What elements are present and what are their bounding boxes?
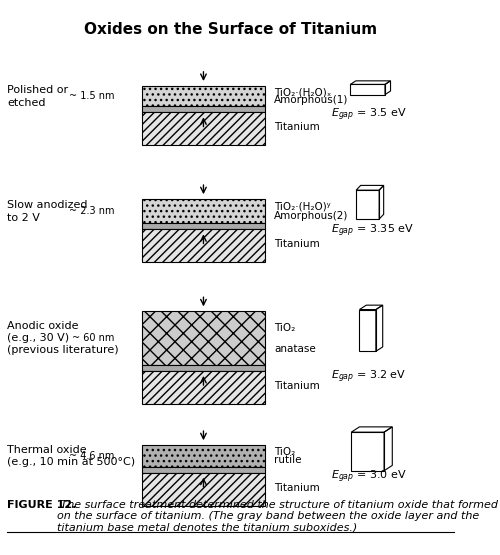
Text: $E_{gap}$ = 3.2 eV: $E_{gap}$ = 3.2 eV [331,369,406,385]
Text: TiO₂·(H₂O)ʸ: TiO₂·(H₂O)ʸ [274,201,331,211]
Text: FIGURE 12.: FIGURE 12. [8,500,76,509]
Text: TiO₂: TiO₂ [274,447,295,457]
Text: The surface treatment determined the structure of titanium oxide that formed on : The surface treatment determined the str… [56,500,498,533]
Text: Amorphous(2): Amorphous(2) [274,211,348,221]
Bar [142,365,265,371]
Text: Oxides on the Surface of Titanium: Oxides on the Surface of Titanium [84,22,378,37]
Text: (e.g., 10 min at 500°C): (e.g., 10 min at 500°C) [8,457,136,467]
Text: (e.g., 30 V): (e.g., 30 V) [8,333,70,343]
Text: rutile: rutile [274,455,301,465]
Bar [142,445,265,467]
Text: Titanium: Titanium [274,122,320,132]
Bar [142,223,265,229]
Text: Polished or: Polished or [8,85,68,95]
Text: ~ 4.6 nm: ~ 4.6 nm [69,451,114,461]
Bar [142,86,265,107]
Text: Anodic oxide: Anodic oxide [8,321,79,331]
Bar [142,229,265,263]
Bar [142,107,265,112]
Text: to 2 V: to 2 V [8,213,40,223]
Text: $E_{gap}$ = 3.35 eV: $E_{gap}$ = 3.35 eV [331,222,414,239]
Text: Thermal oxide: Thermal oxide [8,445,87,455]
Text: ~ 1.5 nm: ~ 1.5 nm [69,91,114,101]
Text: TiO₂: TiO₂ [274,322,295,332]
Text: ~ 2.3 nm: ~ 2.3 nm [69,206,114,216]
Text: Titanium: Titanium [274,381,320,391]
Text: Amorphous(1): Amorphous(1) [274,95,348,105]
Bar [142,311,265,365]
Bar [142,112,265,145]
Text: anatase: anatase [274,344,316,354]
Bar [142,473,265,506]
Text: Slow anodized: Slow anodized [8,200,88,210]
Text: (previous literature): (previous literature) [8,345,119,355]
Text: ~ 60 nm: ~ 60 nm [72,333,114,343]
Text: etched: etched [8,98,46,108]
Text: $E_{gap}$ = 3.5 eV: $E_{gap}$ = 3.5 eV [331,107,407,123]
Bar [142,371,265,404]
Bar [142,199,265,223]
Bar [142,467,265,473]
Text: $E_{gap}$ = 3.0 eV: $E_{gap}$ = 3.0 eV [331,468,407,485]
Text: TiO₂·(H₂O)ₓ: TiO₂·(H₂O)ₓ [274,87,332,97]
Text: Titanium: Titanium [274,239,320,249]
Text: Titanium: Titanium [274,482,320,492]
